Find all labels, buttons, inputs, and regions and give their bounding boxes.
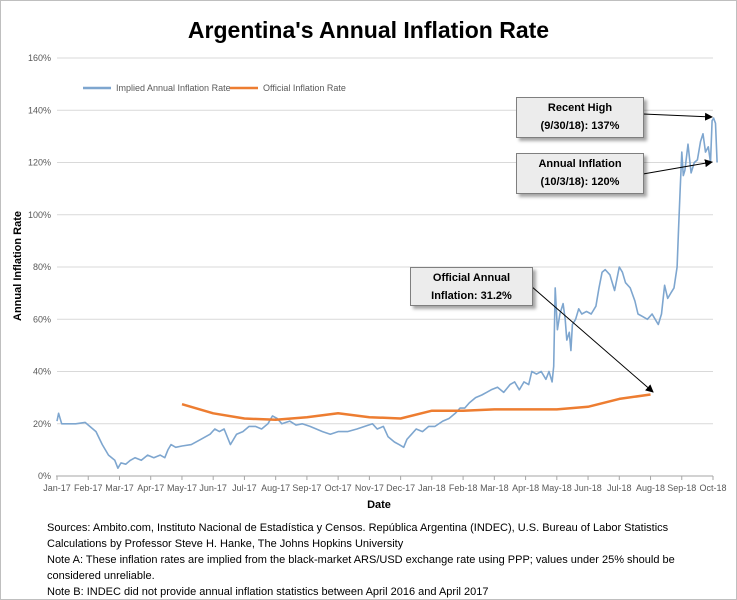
x-tick-label: Jan-17 xyxy=(43,483,71,493)
y-tick-label: 0% xyxy=(38,471,51,481)
x-tick-label: Jul-17 xyxy=(232,483,257,493)
x-tick-label: Feb-18 xyxy=(449,483,478,493)
x-tick-label: May-17 xyxy=(167,483,197,493)
note-calculations: Calculations by Professor Steve H. Hanke… xyxy=(47,538,404,550)
x-tick-label: Jun-17 xyxy=(199,483,227,493)
x-tick-label: Mar-17 xyxy=(105,483,134,493)
y-tick-label: 100% xyxy=(28,210,51,220)
x-tick-label: Aug-17 xyxy=(261,483,290,493)
x-tick-label: Jan-18 xyxy=(418,483,446,493)
x-tick-label: Oct-17 xyxy=(325,483,352,493)
callout-official-inflation: Official Annual Inflation: 31.2% xyxy=(410,267,533,306)
x-tick-label: May-18 xyxy=(542,483,572,493)
note-b: Note B: INDEC did not provide annual inf… xyxy=(47,586,489,598)
y-tick-label: 60% xyxy=(33,314,51,324)
source-notes: Sources: Ambito.com, Instituto Nacional … xyxy=(47,520,727,600)
callout-official-inflation-line1: Official Annual xyxy=(432,272,511,284)
note-sources: Sources: Ambito.com, Instituto Nacional … xyxy=(47,522,669,534)
x-tick-label: Nov-17 xyxy=(355,483,384,493)
callout-recent-high: Recent High (9/30/18): 137% xyxy=(516,97,644,138)
x-tick-label: Dec-17 xyxy=(386,483,415,493)
callout-recent-high-line1: Recent High xyxy=(547,102,613,114)
x-tick-label: Jul-18 xyxy=(607,483,632,493)
official-inflation-arrow xyxy=(530,285,654,393)
series-line-implied xyxy=(56,117,718,469)
series-layer xyxy=(56,117,718,469)
legend-label-official: Official Inflation Rate xyxy=(263,83,346,93)
x-tick-label: Aug-18 xyxy=(636,483,665,493)
x-tick-label: Apr-18 xyxy=(512,483,539,493)
x-axis-ticks: Jan-17 Feb-17 Mar-17 Apr-17 May-17 Jun-17 Jul-… xyxy=(43,476,727,493)
callout-annual-inflation: Annual Inflation (10/3/18): 120% xyxy=(516,153,644,194)
x-axis-title: Date xyxy=(367,499,391,511)
x-tick-label: Mar-18 xyxy=(480,483,509,493)
y-tick-label: 80% xyxy=(33,262,51,272)
callout-recent-high-line2: (9/30/18): 137% xyxy=(540,120,620,132)
callout-official-inflation-line2: Inflation: 31.2% xyxy=(431,290,512,302)
x-tick-label: Oct-18 xyxy=(699,483,726,493)
x-tick-label: Apr-17 xyxy=(137,483,164,493)
series-line-official xyxy=(181,393,651,422)
callout-annual-inflation-line1: Annual Inflation xyxy=(538,158,622,170)
callout-annual-inflation-line2: (10/3/18): 120% xyxy=(540,176,620,188)
y-tick-label: 120% xyxy=(28,158,51,168)
x-tick-label: Jun-18 xyxy=(574,483,602,493)
recent-high-arrow xyxy=(642,112,713,121)
chart-title: Argentina's Annual Inflation Rate xyxy=(187,17,550,43)
note-a: Note A: These inflation rates are implie… xyxy=(47,554,675,566)
annual-inflation-arrow xyxy=(642,159,713,175)
x-tick-label: Feb-17 xyxy=(74,483,103,493)
y-tick-label: 40% xyxy=(33,367,51,377)
y-tick-label: 140% xyxy=(28,105,51,115)
x-tick-label: Sep-17 xyxy=(292,483,321,493)
y-axis-ticks: 0% 20% 40% 60% 80% 100% 120% 140% 160% xyxy=(28,53,51,481)
y-tick-label: 20% xyxy=(33,419,51,429)
note-a-continued: considered unreliable. xyxy=(47,570,155,582)
x-tick-label: Sep-18 xyxy=(667,483,696,493)
legend-label-implied: Implied Annual Inflation Rate xyxy=(116,83,231,93)
y-axis-title: Annual Inflation Rate xyxy=(12,211,24,321)
y-tick-label: 160% xyxy=(28,53,51,63)
